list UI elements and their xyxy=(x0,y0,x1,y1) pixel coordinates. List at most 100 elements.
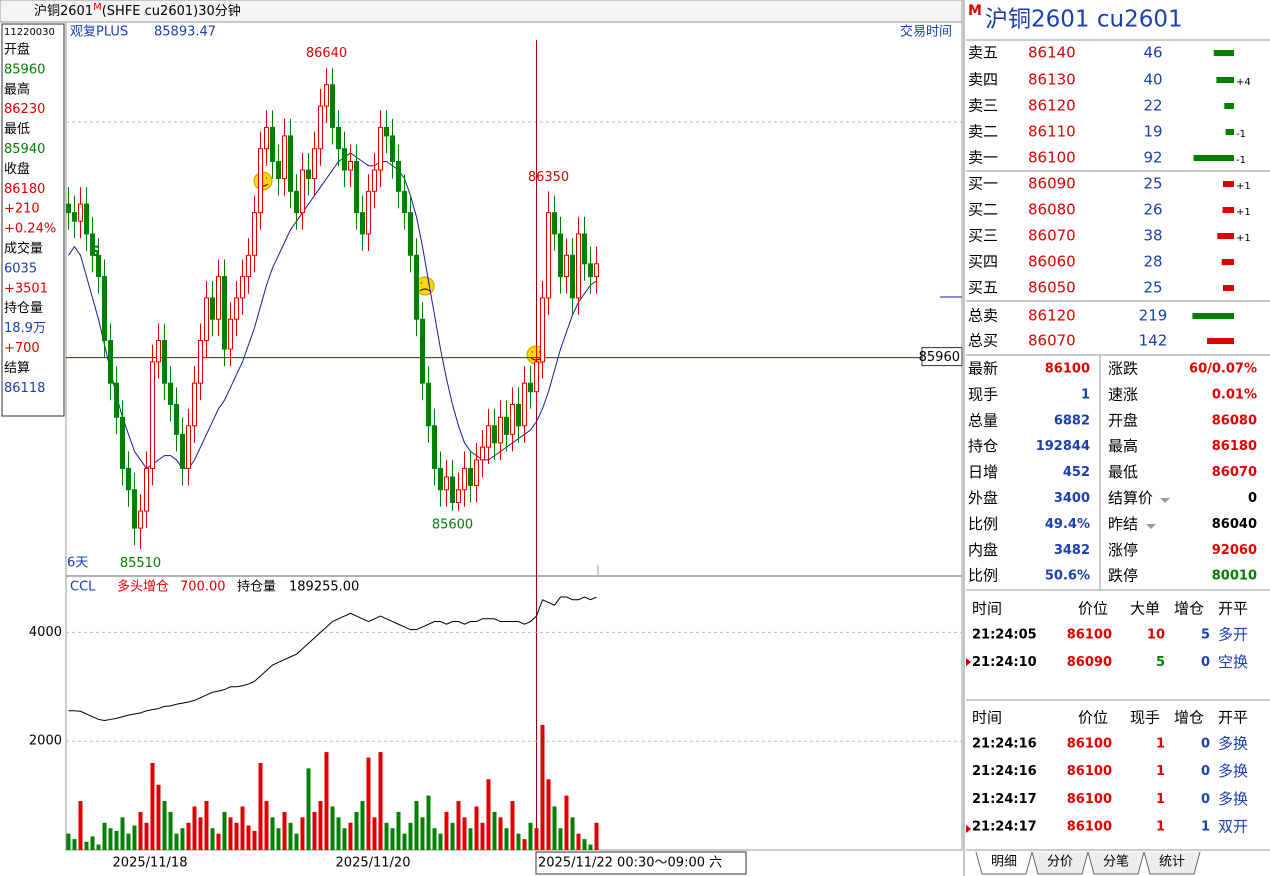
tab-label[interactable]: 分价 xyxy=(1047,855,1073,870)
stat-value: 92060 xyxy=(1212,543,1257,558)
stat-value: 86070 xyxy=(1212,465,1257,480)
stat-label: 日增 xyxy=(968,463,998,481)
total-volume: 219 xyxy=(1139,307,1168,325)
candle-body xyxy=(450,476,455,504)
tab-label[interactable]: 分笔 xyxy=(1103,854,1129,870)
stat-label: 涨停 xyxy=(1108,541,1138,559)
book-bar xyxy=(1222,207,1234,213)
tab[interactable] xyxy=(1143,851,1201,875)
volume-bar xyxy=(126,833,131,850)
book-label: 买五 xyxy=(968,279,998,297)
volume-bar xyxy=(90,836,95,850)
candle-body xyxy=(204,297,209,342)
stat-label: 比例 xyxy=(968,567,998,585)
volume-bar xyxy=(384,822,389,850)
volume-bar xyxy=(426,795,431,850)
volume-bar xyxy=(198,817,203,850)
candle-body xyxy=(114,382,119,418)
volume-bar xyxy=(474,806,479,850)
table-cell: 多换 xyxy=(1218,735,1248,753)
volume-bar xyxy=(96,844,101,850)
volume-bar xyxy=(180,828,185,850)
volume-bar xyxy=(450,822,455,850)
candle-body xyxy=(312,148,317,180)
candle-body xyxy=(444,476,449,491)
sub-label: 多头增仓 xyxy=(117,579,169,595)
candle-body xyxy=(384,126,389,137)
book-change: -1 xyxy=(1236,155,1246,166)
volume-bar xyxy=(498,817,503,850)
stat-label: 昨结 xyxy=(1108,515,1138,533)
candle-body xyxy=(174,403,179,435)
volume-bar xyxy=(318,801,323,850)
book-volume: 92 xyxy=(1143,149,1162,167)
volume-bar xyxy=(516,833,521,850)
session-button[interactable]: 交易时间 xyxy=(900,24,952,40)
info-line: 持仓量 xyxy=(4,301,43,316)
table-cell: 86100 xyxy=(1067,792,1112,807)
info-id: 11220030 xyxy=(4,27,55,38)
tab[interactable] xyxy=(1087,851,1145,875)
volume-bar xyxy=(132,825,137,850)
volume-bar xyxy=(312,811,317,850)
symbol-desc: (SHFE cu2601)30分钟 xyxy=(102,3,241,19)
volume-bar xyxy=(78,801,83,850)
book-price: 86080 xyxy=(1028,201,1076,219)
volume-bar xyxy=(576,833,581,850)
indicator-name: 观复PLUS xyxy=(70,25,128,40)
volume-bar xyxy=(492,811,497,850)
oi-line xyxy=(68,596,597,722)
volume-bar xyxy=(252,830,257,850)
volume-bar xyxy=(114,830,119,850)
book-volume: 40 xyxy=(1143,71,1162,89)
candle-body xyxy=(474,459,479,486)
candle-body xyxy=(192,382,197,427)
book-bar xyxy=(1223,285,1234,291)
candle-body xyxy=(576,233,581,299)
stat-label: 最低 xyxy=(1108,463,1138,481)
stat-value: 0 xyxy=(1248,491,1257,506)
sub-value: 189255.00 xyxy=(289,580,359,595)
candle-body xyxy=(582,233,587,265)
table-cell: 0 xyxy=(1201,792,1210,807)
volume-bar xyxy=(558,828,563,850)
volume-bar xyxy=(588,844,593,850)
volume-bar xyxy=(402,833,407,850)
book-price: 86140 xyxy=(1028,44,1076,62)
tab-label[interactable]: 统计 xyxy=(1159,855,1185,870)
book-price: 86100 xyxy=(1028,149,1076,167)
volume-bar xyxy=(354,811,359,850)
candle-body xyxy=(66,203,71,214)
info-line: +0.24% xyxy=(4,222,56,237)
candle-body xyxy=(120,416,125,469)
info-line: 收盘 xyxy=(4,161,30,177)
volume-bar xyxy=(480,822,485,850)
volume-bar xyxy=(510,801,515,850)
volume-bar xyxy=(378,752,383,850)
volume-bar xyxy=(138,811,143,850)
candle-body xyxy=(528,382,533,393)
volume-bar xyxy=(144,822,149,850)
book-bar xyxy=(1224,103,1234,109)
candle-body xyxy=(294,190,299,214)
info-line: 86118 xyxy=(4,381,45,396)
tab-label[interactable]: 明细 xyxy=(991,855,1017,870)
candle-body xyxy=(516,403,521,427)
stat-label: 内盘 xyxy=(968,541,998,559)
table-cell: 10 xyxy=(1147,628,1165,643)
candle-body xyxy=(510,403,515,435)
stat-value: 86040 xyxy=(1212,517,1257,532)
tab[interactable] xyxy=(1031,851,1089,875)
candle-body xyxy=(276,160,281,180)
candle-body xyxy=(258,148,263,214)
table-cell: 5 xyxy=(1201,628,1210,643)
stat-label: 最新 xyxy=(968,360,998,378)
candle-body xyxy=(144,467,149,512)
book-price: 86110 xyxy=(1028,123,1076,141)
tab[interactable] xyxy=(975,851,1033,875)
candle-body xyxy=(552,212,557,235)
table-header: 价位 xyxy=(1078,709,1108,727)
candle-body xyxy=(108,340,113,384)
